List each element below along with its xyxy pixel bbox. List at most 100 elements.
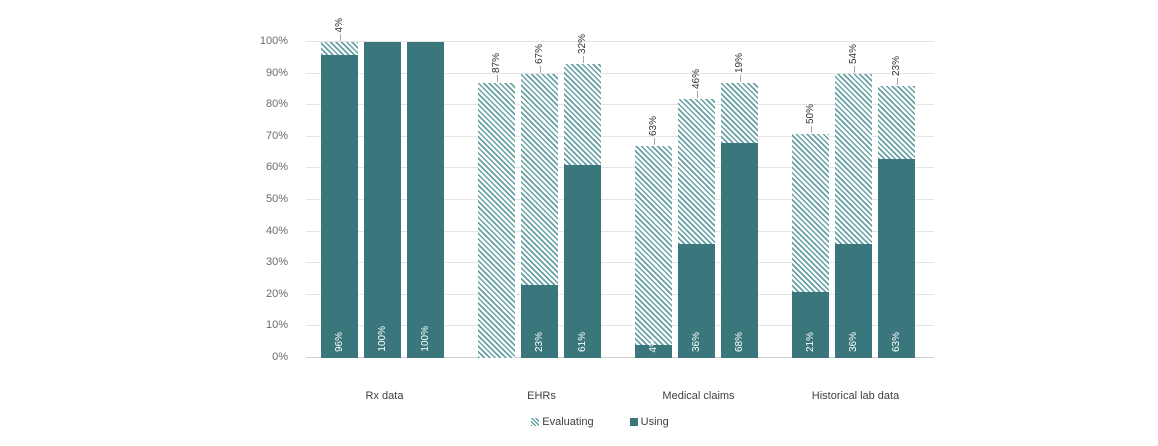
legend-label-using: Using (640, 416, 669, 428)
bar-segment-using (835, 244, 872, 358)
bar-using-value-label: 23% (534, 331, 545, 352)
bar (635, 146, 672, 358)
bar-segment-evaluating (678, 98, 715, 245)
bar (364, 42, 401, 358)
label-leader-line (810, 125, 812, 133)
bar-segment-evaluating (521, 73, 558, 286)
gridline (306, 167, 934, 169)
y-tick-label: 30% (265, 256, 288, 269)
x-category-label: Rx data (365, 390, 404, 402)
bar-segment-using (878, 158, 915, 358)
bar-segment-using (364, 42, 401, 358)
label-leader-line (896, 78, 898, 86)
bar (407, 42, 444, 358)
legend-item-using: Using (629, 416, 669, 428)
bar (721, 83, 758, 358)
x-category-label: EHRs (527, 390, 556, 402)
bar-evaluating-value-label: 4% (334, 17, 345, 32)
legend-label-evaluating: Evaluating (542, 416, 594, 428)
bar-using-value-label: 21% (805, 331, 816, 352)
legend-item-evaluating: Evaluating (531, 416, 594, 428)
bar-evaluating-value-label: 50% (805, 103, 816, 124)
y-tick-label: 70% (265, 129, 288, 142)
bar-evaluating-value-label: 67% (534, 43, 545, 64)
bar (878, 86, 915, 358)
evaluating-hatched-swatch-icon (531, 418, 540, 426)
x-axis-category-labels: Rx data EHRs Medical claims Historical lab … (306, 390, 934, 406)
gridline (306, 293, 934, 295)
bar-segment-using (564, 165, 601, 358)
bar-segment-evaluating (878, 86, 915, 159)
label-leader-line (539, 65, 541, 73)
bar-evaluating-value-label: 54% (848, 43, 859, 64)
bar-using-value-label: 96% (334, 331, 345, 352)
bar (792, 133, 829, 358)
bar-using-value-label: 63% (891, 331, 902, 352)
bar-segment-using (721, 143, 758, 358)
y-tick-label: 10% (265, 319, 288, 332)
y-tick-label: 60% (265, 161, 288, 174)
bar-segment-using (521, 285, 558, 358)
x-category-label: Medical claims (662, 390, 735, 402)
bar-segment-evaluating (721, 83, 758, 144)
bar (678, 98, 715, 358)
bar-using-value-label: 68% (734, 331, 745, 352)
bar-segment-using (678, 244, 715, 358)
bar-segment-evaluating (478, 83, 515, 358)
bar-segment-using (407, 42, 444, 358)
plot-area: 4% 96% 100% 100% 87% 67% 23% 32% 61% 63% 4% 46% 36% 1… (306, 18, 934, 358)
gridline (306, 199, 934, 200)
bar-evaluating-value-label: 87% (491, 53, 502, 74)
gridline (306, 72, 934, 74)
label-leader-line (496, 75, 498, 83)
bar-evaluating-value-label: 23% (891, 56, 902, 77)
bar-using-value-label: 36% (691, 331, 702, 352)
gridline (306, 262, 934, 264)
bar-segment-evaluating (564, 64, 601, 166)
bar-using-value-label: 100% (377, 326, 388, 352)
x-category-label: Historical lab data (811, 390, 900, 402)
y-tick-label: 40% (265, 224, 288, 237)
bar-using-value-label: 36% (848, 331, 859, 352)
bar-segment-evaluating (321, 42, 358, 55)
y-tick-label: 50% (265, 193, 288, 205)
bar-evaluating-value-label: 19% (734, 53, 745, 74)
bar-evaluating-value-label: 63% (648, 116, 659, 137)
y-tick-label: 90% (265, 66, 288, 79)
y-tick-label: 100% (259, 35, 288, 47)
y-tick-label: 0% (272, 351, 288, 363)
bar-segment-using (321, 54, 358, 358)
bar-evaluating-value-label: 46% (691, 68, 702, 89)
gridline (306, 357, 934, 358)
bar-segment-evaluating (635, 146, 672, 346)
bar (835, 73, 872, 358)
label-leader-line (653, 138, 655, 146)
bar-evaluating-value-label: 32% (577, 34, 588, 55)
bar (321, 42, 358, 358)
bar (564, 64, 601, 358)
gridline (306, 41, 934, 42)
bar (521, 73, 558, 358)
bar-using-value-label: 4% (648, 337, 659, 352)
bar-using-value-label: 100% (420, 326, 431, 352)
bar-segment-evaluating (835, 73, 872, 245)
bar (478, 83, 515, 358)
y-tick-label: 80% (265, 98, 288, 111)
gridline (306, 135, 934, 137)
bar-segment-evaluating (792, 133, 829, 292)
using-solid-swatch-icon (629, 418, 638, 426)
label-leader-line (696, 90, 698, 98)
label-leader-line (739, 75, 741, 83)
label-leader-line (339, 34, 341, 41)
gridline (306, 230, 934, 232)
bar-segment-using (792, 291, 829, 358)
bar-segment-using (635, 345, 672, 358)
gridline (306, 104, 934, 106)
gridline (306, 325, 934, 327)
y-axis-tick-labels: 0% 10% 20% 30% 40% 50% 60% 70% 80% 90% 100% (246, 35, 298, 363)
label-leader-line (853, 65, 855, 73)
legend: Evaluating Using (286, 416, 914, 428)
label-leader-line (582, 56, 584, 64)
y-tick-label: 20% (265, 287, 288, 300)
